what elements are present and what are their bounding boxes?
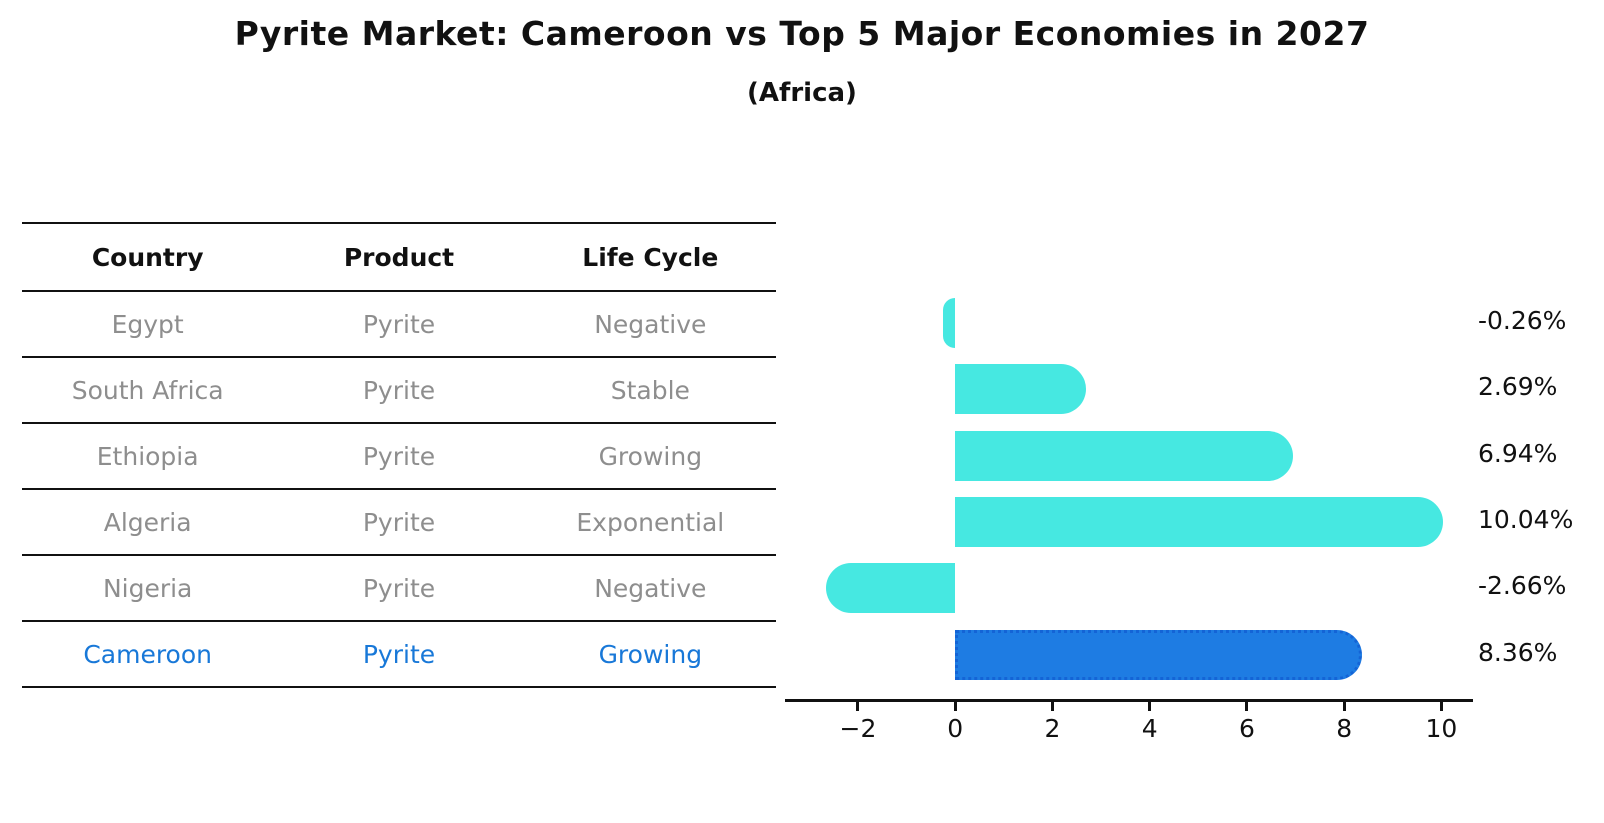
x-axis-tick bbox=[1050, 702, 1054, 711]
chart-subtitle: (Africa) bbox=[747, 78, 857, 108]
table-cell-product: Pyrite bbox=[362, 375, 436, 405]
bar-value-label: 6.94% bbox=[1478, 438, 1558, 468]
bar-egypt bbox=[942, 298, 956, 349]
table-cell-product: Pyrite bbox=[362, 573, 436, 603]
country-table: Country Product Life Cycle Egypt Pyrite … bbox=[22, 222, 776, 688]
x-axis-tick-label: 10 bbox=[1425, 714, 1458, 743]
x-axis-tick-label: 0 bbox=[947, 714, 964, 743]
table-row-algeria: Algeria Pyrite Exponential bbox=[22, 490, 776, 556]
table-header-product: Product bbox=[343, 242, 455, 272]
chart-title: Pyrite Market: Cameroon vs Top 5 Major E… bbox=[234, 14, 1370, 53]
table-header-row: Country Product Life Cycle bbox=[22, 222, 776, 292]
bar-value-label: -2.66% bbox=[1478, 571, 1567, 601]
table-cell-life-cycle: Growing bbox=[598, 639, 703, 669]
x-axis-tick-label: 8 bbox=[1336, 714, 1353, 743]
bar-ethiopia bbox=[955, 430, 1293, 481]
table-cell-country: South Africa bbox=[71, 375, 224, 405]
bar-value-label: -0.26% bbox=[1478, 306, 1567, 336]
bar-value-label: 2.69% bbox=[1478, 372, 1558, 402]
table-cell-life-cycle: Negative bbox=[594, 309, 707, 339]
table-cell-country: Nigeria bbox=[102, 573, 193, 603]
table-row-cameroon: Cameroon Pyrite Growing bbox=[22, 622, 776, 688]
table-cell-country: Algeria bbox=[103, 507, 192, 537]
table-cell-country: Cameroon bbox=[83, 639, 212, 669]
bar-nigeria bbox=[825, 563, 956, 614]
x-axis-tick-label: 6 bbox=[1238, 714, 1255, 743]
table-cell-life-cycle: Growing bbox=[598, 441, 703, 471]
table-row-egypt: Egypt Pyrite Negative bbox=[22, 292, 776, 358]
x-axis-tick-label: −2 bbox=[839, 714, 877, 743]
table-row-ethiopia: Ethiopia Pyrite Growing bbox=[22, 424, 776, 490]
x-axis-tick-label: 2 bbox=[1044, 714, 1061, 743]
x-axis-tick bbox=[1439, 702, 1443, 711]
table-cell-country: Egypt bbox=[111, 309, 184, 339]
table-cell-country: Ethiopia bbox=[96, 441, 199, 471]
table-row-south-africa: South Africa Pyrite Stable bbox=[22, 358, 776, 424]
table-cell-product: Pyrite bbox=[362, 441, 436, 471]
bar-cameroon bbox=[955, 629, 1362, 680]
x-axis-tick-label: 4 bbox=[1141, 714, 1158, 743]
table-cell-product: Pyrite bbox=[362, 309, 436, 339]
x-axis-tick bbox=[1342, 702, 1346, 711]
table-cell-product: Pyrite bbox=[362, 639, 436, 669]
table-header-country: Country bbox=[91, 242, 204, 272]
table-cell-life-cycle: Stable bbox=[610, 375, 690, 405]
table-cell-product: Pyrite bbox=[362, 507, 436, 537]
table-row-nigeria: Nigeria Pyrite Negative bbox=[22, 556, 776, 622]
x-axis-line bbox=[785, 699, 1473, 702]
x-axis-tick bbox=[1148, 702, 1152, 711]
x-axis-tick bbox=[1245, 702, 1249, 711]
table-header-life-cycle: Life Cycle bbox=[582, 242, 719, 272]
x-axis-tick bbox=[953, 702, 957, 711]
bar-value-labels: -0.26% 2.69% 6.94% 10.04% -2.66% 8.36% bbox=[1478, 222, 1604, 722]
table-cell-life-cycle: Negative bbox=[594, 573, 707, 603]
bar-value-label: 10.04% bbox=[1478, 505, 1574, 535]
x-axis-tick bbox=[856, 702, 860, 711]
bar-chart: −2 0 2 4 6 8 10 bbox=[785, 222, 1473, 782]
table-cell-life-cycle: Exponential bbox=[576, 507, 725, 537]
bar-algeria bbox=[955, 497, 1444, 548]
bar-south-africa bbox=[955, 364, 1086, 415]
bar-value-label: 8.36% bbox=[1478, 637, 1558, 667]
